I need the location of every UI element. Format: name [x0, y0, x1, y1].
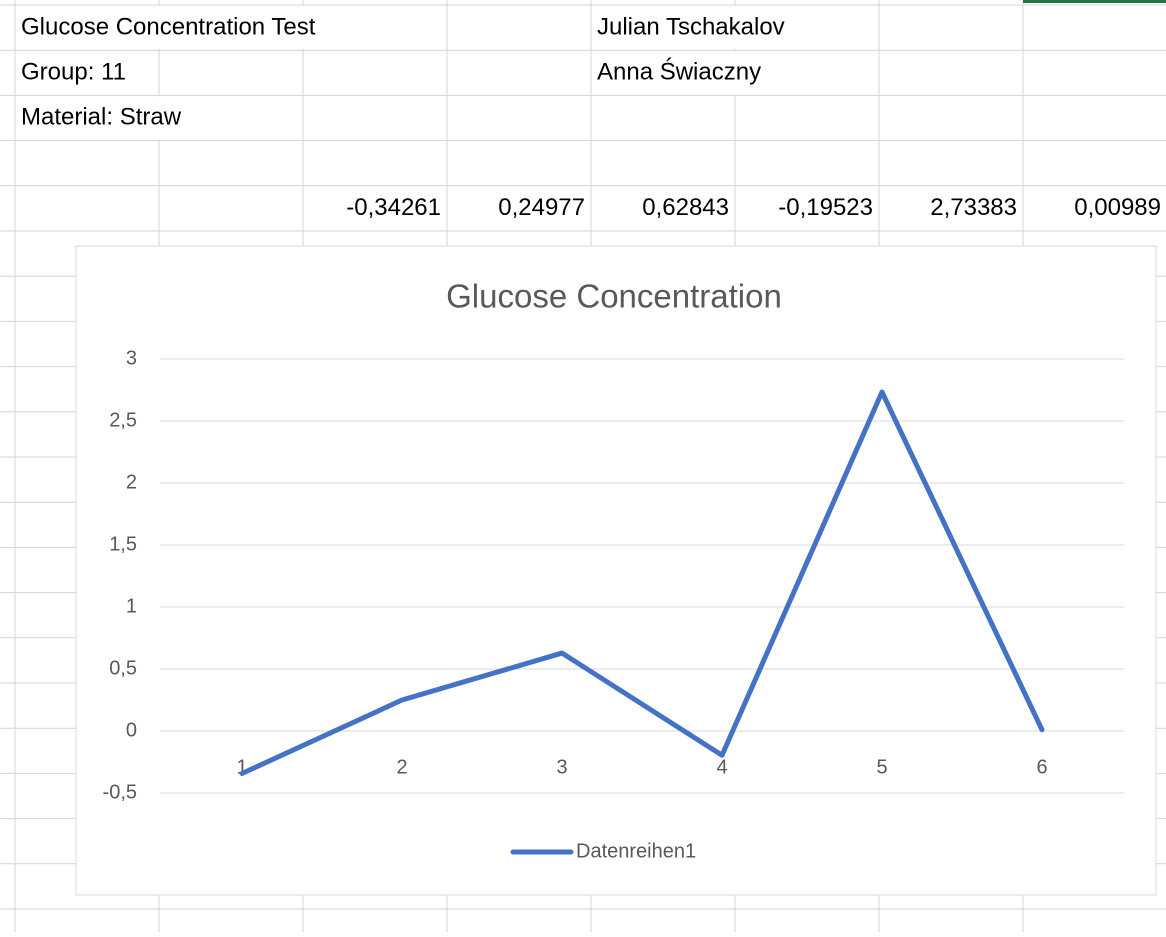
x-tick-label: 5: [876, 756, 887, 778]
cell-text[interactable]: 2,73383: [930, 194, 1017, 221]
x-tick-label: 1: [236, 756, 247, 778]
legend-label[interactable]: Datenreihen1: [576, 840, 696, 862]
cell-text[interactable]: -0,34261: [346, 194, 441, 221]
cell-text[interactable]: Julian Tschakalov: [597, 13, 785, 40]
y-tick-label: 1: [126, 595, 137, 617]
y-tick-label: 2: [126, 471, 137, 493]
selection-border: [1023, 0, 1166, 3]
cell-overflow: [16, 96, 187, 140]
cell-overflow: [592, 51, 767, 95]
y-tick-label: -0,5: [103, 781, 137, 803]
cell-overflow: [592, 6, 790, 50]
y-tick-label: 2,5: [109, 409, 137, 431]
x-tick-label: 6: [1036, 756, 1047, 778]
cell-text[interactable]: Group: 11: [21, 59, 126, 86]
x-tick-label: 2: [396, 756, 407, 778]
data-line: [239, 389, 1045, 776]
cell-text[interactable]: 0,24977: [498, 194, 585, 221]
y-tick-label: 0,5: [109, 657, 137, 679]
cell-text[interactable]: 0,00989: [1074, 194, 1161, 221]
chart-title: Glucose Concentration: [446, 278, 782, 315]
cell-text[interactable]: Anna Świaczny: [597, 58, 761, 86]
y-tick-label: 0: [126, 719, 137, 741]
cell-overflow: [16, 6, 321, 50]
x-tick-label: 4: [716, 756, 727, 778]
y-tick-label: 3: [126, 347, 137, 369]
cell-text[interactable]: -0,19523: [778, 194, 873, 221]
cell-text[interactable]: Material: Straw: [21, 104, 182, 131]
cell-overflow: [16, 51, 131, 95]
x-tick-label: 3: [556, 756, 567, 778]
y-tick-label: 1,5: [109, 533, 137, 555]
cell-text[interactable]: Glucose Concentration Test: [21, 13, 316, 40]
chart-area[interactable]: [75, 245, 1157, 896]
cell-text[interactable]: 0,62843: [642, 194, 729, 221]
